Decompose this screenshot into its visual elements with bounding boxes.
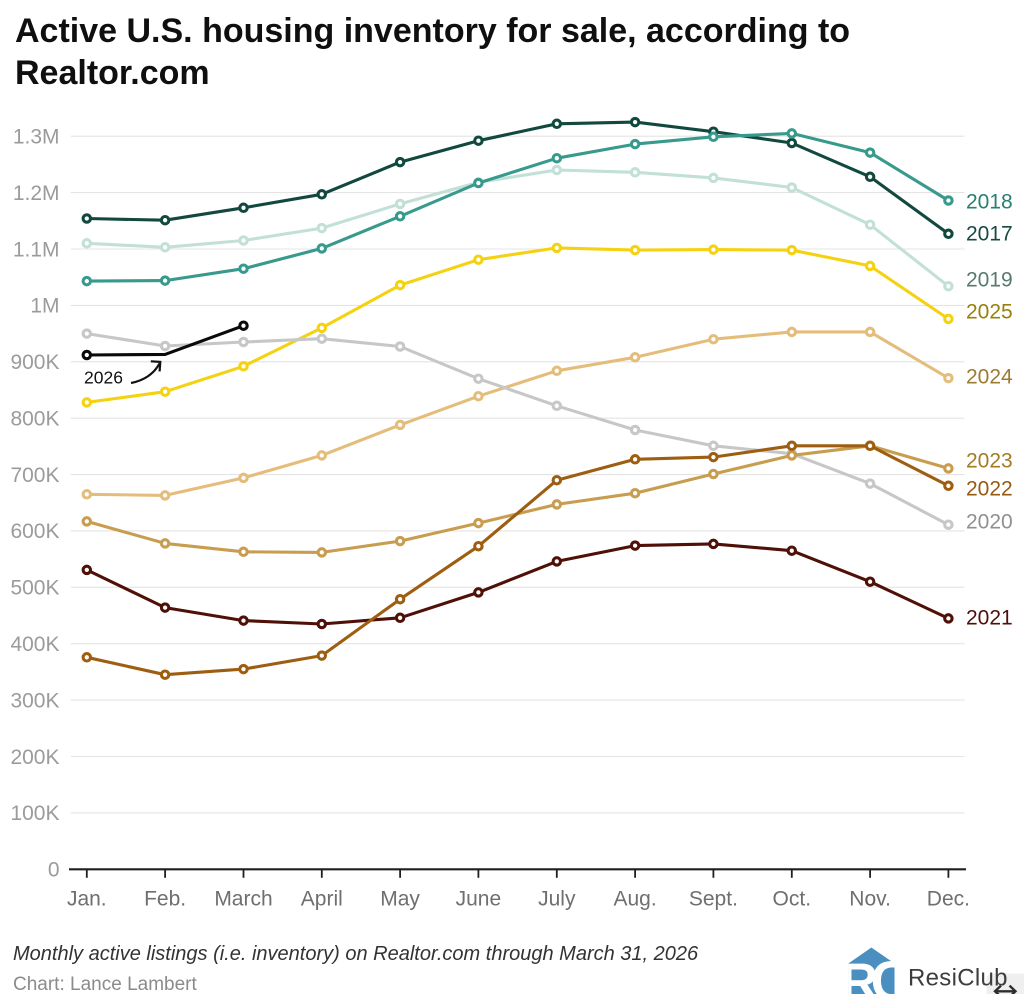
- svg-text:June: June: [456, 888, 502, 911]
- svg-text:2020: 2020: [966, 510, 1013, 533]
- svg-text:1.1M: 1.1M: [13, 238, 60, 261]
- svg-text:2021: 2021: [966, 606, 1013, 629]
- svg-text:1M: 1M: [30, 295, 59, 318]
- svg-text:800K: 800K: [10, 408, 59, 431]
- svg-text:Dec.: Dec.: [927, 888, 970, 911]
- svg-text:2018: 2018: [966, 190, 1013, 213]
- svg-text:100K: 100K: [10, 802, 59, 825]
- svg-text:700K: 700K: [10, 464, 59, 487]
- svg-text:400K: 400K: [10, 633, 59, 656]
- svg-text:2025: 2025: [966, 300, 1013, 323]
- svg-text:1.2M: 1.2M: [13, 182, 60, 205]
- svg-text:July: July: [538, 888, 576, 911]
- svg-text:Aug.: Aug.: [613, 888, 656, 911]
- svg-text:500K: 500K: [10, 577, 59, 600]
- svg-text:Jan.: Jan.: [67, 888, 107, 911]
- svg-text:0: 0: [48, 859, 60, 882]
- svg-text:2019: 2019: [966, 268, 1013, 291]
- svg-text:R: R: [841, 954, 879, 995]
- svg-text:May: May: [380, 888, 420, 911]
- svg-text:Feb.: Feb.: [144, 888, 186, 911]
- svg-text:200K: 200K: [10, 746, 59, 769]
- svg-text:900K: 900K: [10, 351, 59, 374]
- svg-text:2017: 2017: [966, 222, 1013, 245]
- svg-text:2024: 2024: [966, 365, 1013, 388]
- svg-text:March: March: [214, 888, 272, 911]
- svg-text:300K: 300K: [10, 689, 59, 712]
- svg-text:Oct.: Oct.: [773, 888, 812, 911]
- svg-text:2023: 2023: [966, 449, 1013, 472]
- svg-text:Nov.: Nov.: [849, 888, 891, 911]
- svg-text:1.3M: 1.3M: [13, 126, 60, 149]
- svg-text:2022: 2022: [966, 477, 1013, 500]
- svg-text:Sept.: Sept.: [689, 888, 738, 911]
- svg-text:2026: 2026: [84, 368, 123, 388]
- svg-text:April: April: [301, 888, 343, 911]
- svg-text:600K: 600K: [10, 520, 59, 543]
- svg-text:ResiClub: ResiClub: [908, 965, 1008, 992]
